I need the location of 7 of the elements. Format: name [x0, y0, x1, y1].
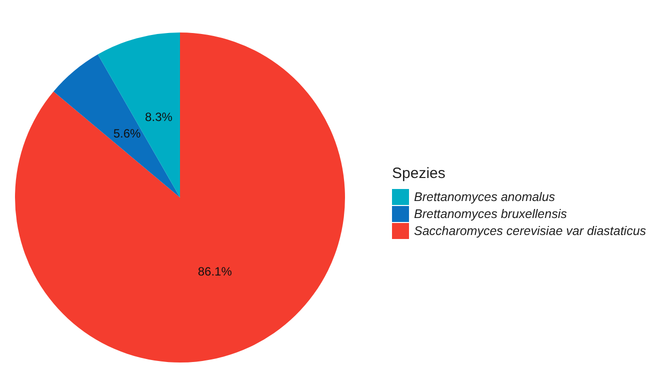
legend-label: Brettanomyces anomalus	[414, 190, 556, 204]
data-label: 5.6%	[113, 126, 142, 141]
data-label: 86.1%	[198, 264, 232, 279]
legend-label: Brettanomyces bruxellensis	[414, 206, 567, 220]
legend-label: Saccharomyces cerevisiae var diastaticus	[414, 224, 646, 238]
data-label: 8.3%	[145, 110, 173, 124]
legend-title: Spezies	[392, 165, 446, 182]
